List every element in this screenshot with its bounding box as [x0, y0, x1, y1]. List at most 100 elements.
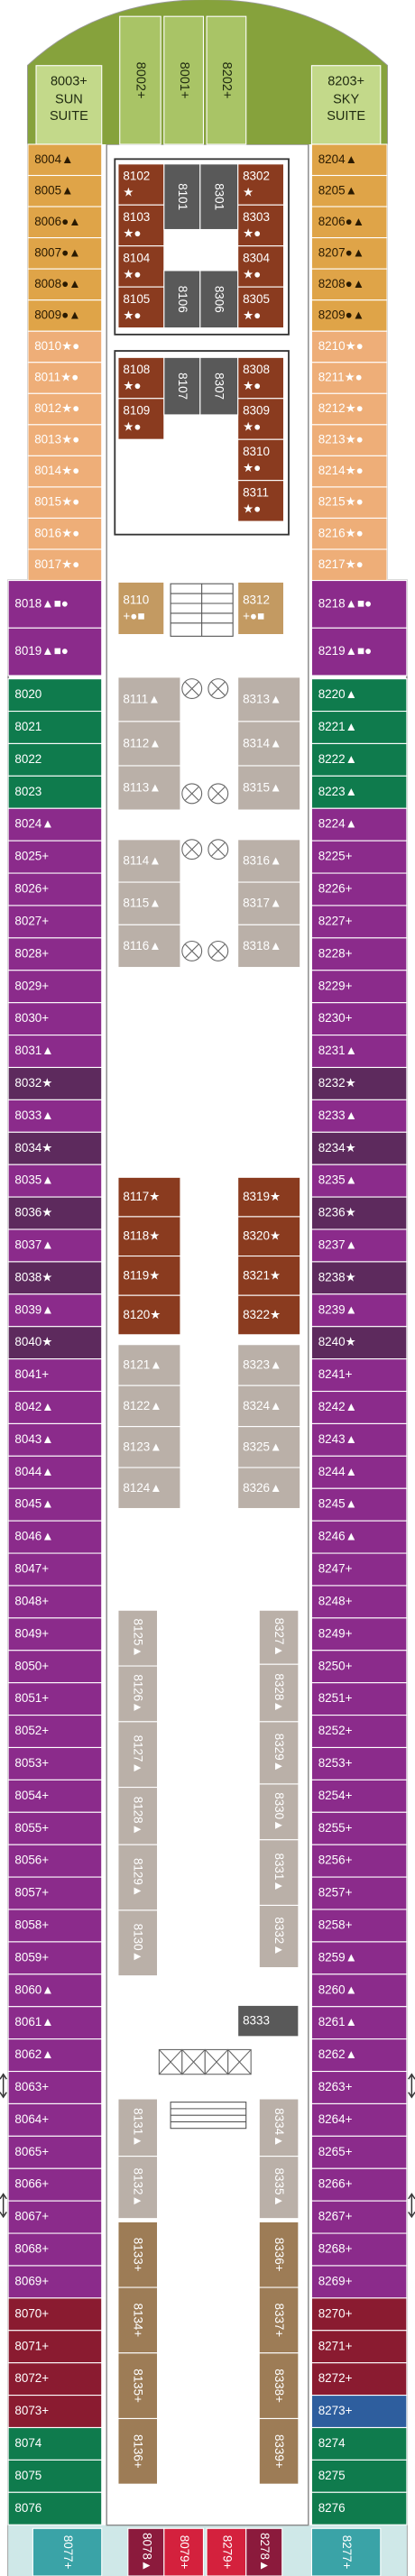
cabin-symbols: ▲: [132, 1951, 145, 1963]
cabin: [310, 1196, 408, 1230]
cabin-number: 8326: [243, 1480, 270, 1494]
cabin: [310, 2232, 408, 2267]
cabin-number: 8126: [132, 1674, 145, 1701]
cabin-number: 8105: [123, 291, 150, 305]
cabin: [310, 1844, 408, 1878]
cabin-label: 8247+: [318, 1562, 353, 1576]
cabin: [237, 480, 285, 522]
cabin: [7, 1844, 103, 1878]
cabin-number: 8314: [243, 736, 270, 750]
cabin-label: 8214★●: [318, 464, 364, 477]
cabin-label: 8265+: [318, 2145, 353, 2158]
cabin-label: 8318▲: [243, 939, 281, 952]
cabin-symbols: +: [132, 2396, 145, 2403]
cabin-symbols: ★●: [123, 308, 141, 322]
cabin-label: 8302 ★: [243, 169, 270, 198]
suite-name: SUN: [55, 93, 83, 107]
cabin-number: 8122: [123, 1398, 150, 1412]
suite-name: SKY: [333, 93, 359, 107]
cabin-label: 8208●▲: [318, 277, 364, 290]
cabin-label: 8228+: [318, 946, 353, 960]
cabin-number: 8101: [176, 183, 189, 210]
cabin-symbols: ▲: [149, 939, 161, 952]
cabin: [117, 1294, 181, 1336]
cabin-label: 8269+: [318, 2274, 353, 2287]
cabin-label: 8243▲: [318, 1432, 357, 1446]
cabin: [310, 1228, 408, 1263]
cabin: [7, 1811, 103, 1845]
cabin-label: 8045▲: [14, 1497, 53, 1511]
cabin-number: 8323: [243, 1357, 270, 1371]
cabin: [7, 1228, 103, 1263]
cabin-symbols: +●■: [123, 609, 144, 622]
cabin-label: 8103 ★●: [123, 209, 150, 239]
cabin: [310, 1941, 408, 1975]
cabin-label: 8248+: [318, 1594, 353, 1607]
cabin-label: 8327▲: [273, 1618, 287, 1657]
cabin: [117, 839, 181, 883]
cabin-label: 8048+: [14, 1594, 49, 1607]
cabin: [310, 1811, 408, 1845]
cabin-label: 8114▲: [123, 853, 161, 867]
cabin-number: 8327: [273, 1618, 287, 1645]
cabin: [310, 2527, 382, 2576]
cabin-label: 8310 ★●: [243, 444, 270, 474]
cabin: [117, 163, 165, 206]
cabin-label: 8338+: [273, 2369, 287, 2403]
cabin: [310, 2265, 408, 2299]
elevators: [181, 678, 229, 961]
cabin-symbols: ▲: [273, 1761, 287, 1772]
cabin-label: 8255+: [318, 1821, 353, 1835]
cabin-label: 8036★: [14, 1206, 52, 1219]
cabin: [27, 330, 103, 363]
cabin-label: 8245▲: [318, 1497, 357, 1511]
cabin: [237, 2004, 300, 2038]
cabin-label: 8309 ★●: [243, 403, 270, 433]
cabin-label: 8323▲: [243, 1357, 281, 1371]
cabin: [237, 398, 285, 440]
cabin: [310, 1326, 408, 1360]
cabin-number: 8301: [213, 183, 226, 210]
cabin-number: 8315: [243, 780, 270, 794]
cabin-symbols: ★: [123, 185, 134, 198]
cabin-number: 8308: [243, 362, 270, 375]
cabin: [117, 1609, 159, 1667]
cabin-label: 8122▲: [123, 1398, 161, 1412]
cabin-symbols: ▲: [273, 1645, 287, 1657]
cabin: [310, 174, 388, 207]
cabin: [7, 1196, 103, 1230]
cabin-label: 8257+: [318, 1886, 353, 1900]
cabin-label: 8066+: [14, 2177, 49, 2191]
cabin-label: 8053+: [14, 1756, 49, 1770]
cabin: [310, 1002, 408, 1036]
cabin: [237, 721, 301, 767]
cabin-label: 8031▲: [14, 1044, 53, 1057]
cabin-label: 8266+: [318, 2177, 353, 2191]
cabin: [310, 2135, 408, 2169]
cabin-label: 8125▲: [132, 1619, 145, 1658]
cabin: [199, 163, 239, 231]
cabin-label: 8055+: [14, 1821, 49, 1835]
cabin-symbols: ▲: [148, 692, 160, 705]
cabin-symbols: ★: [150, 1308, 161, 1321]
cabin-number: 8310: [243, 444, 270, 457]
cabin-symbols: ★: [270, 1268, 281, 1282]
cabin-symbols: ★●: [243, 501, 261, 515]
cabin-label: 8326▲: [243, 1480, 281, 1494]
cabin: [117, 924, 181, 969]
cabin-label: 8260▲: [318, 1983, 357, 1996]
cabin-number: 8106: [176, 286, 189, 313]
block-outline: [114, 158, 290, 336]
cabin-label: 8252+: [318, 1724, 353, 1737]
cabin-number: 8302: [243, 169, 270, 182]
cabin: [258, 2417, 300, 2485]
cabin: [163, 356, 201, 416]
cabin: [117, 1665, 159, 1723]
cabin-symbols: ▲: [132, 1824, 145, 1835]
cabin: [7, 1002, 103, 1036]
cabin: [7, 1779, 103, 1813]
cabin-label: 8205▲: [318, 183, 357, 197]
cabin: [117, 1787, 159, 1845]
cabin-label: 8312 +●■: [243, 593, 270, 622]
cabin-symbols: ★: [270, 1190, 281, 1203]
